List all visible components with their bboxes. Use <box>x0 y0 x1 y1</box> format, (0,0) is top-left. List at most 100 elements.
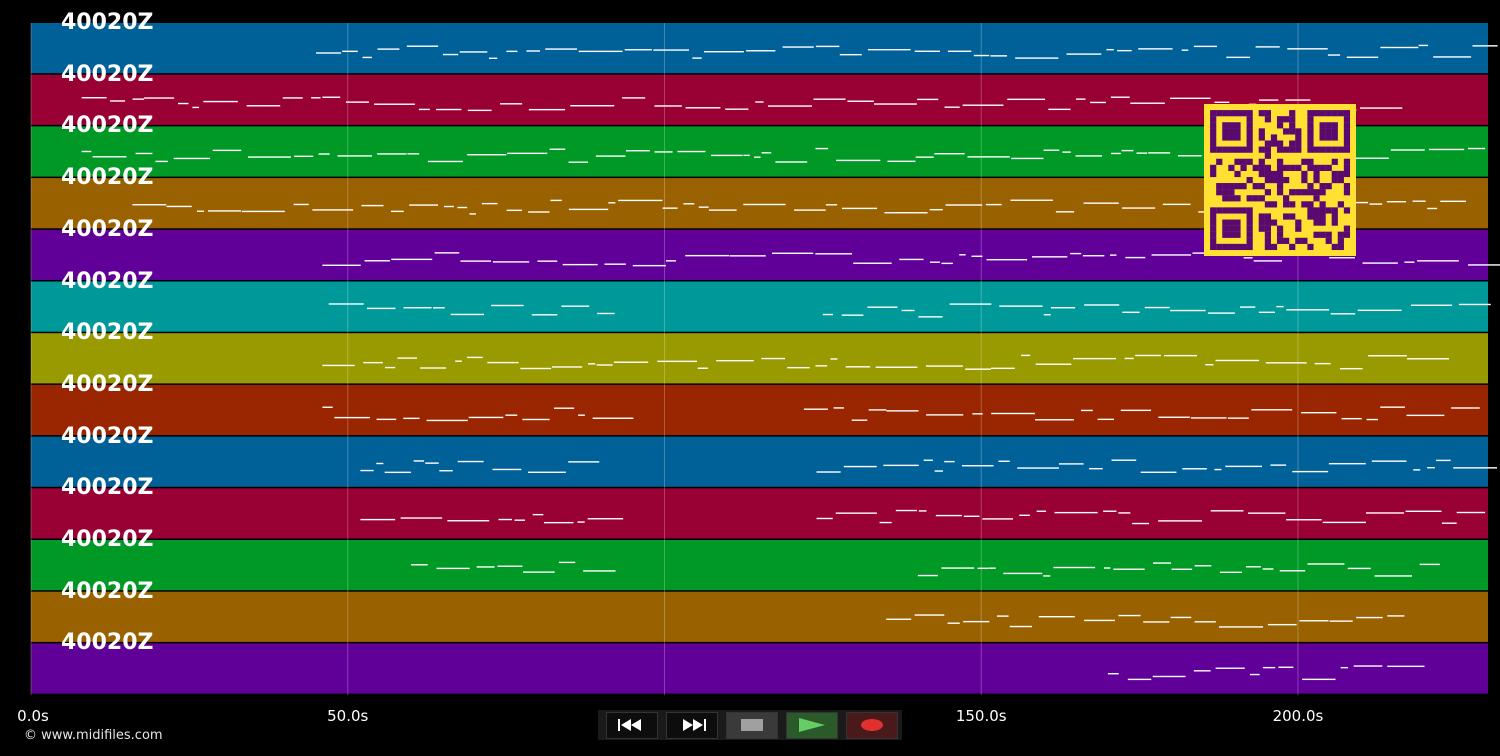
track-label: 40020Z <box>61 10 154 35</box>
note <box>1368 355 1407 357</box>
note <box>1412 200 1426 202</box>
note <box>322 264 361 266</box>
note <box>947 622 960 624</box>
note <box>925 365 963 367</box>
note <box>835 512 877 514</box>
note <box>1366 418 1378 421</box>
note <box>1267 623 1297 626</box>
note <box>1010 199 1053 201</box>
note <box>1127 678 1152 681</box>
note <box>558 561 576 564</box>
note <box>364 260 390 262</box>
note <box>1132 522 1150 525</box>
note <box>657 360 698 363</box>
note <box>532 513 544 516</box>
note <box>918 316 943 318</box>
note <box>1404 261 1415 263</box>
note <box>923 459 933 461</box>
track-lane <box>31 643 1488 694</box>
note <box>1107 673 1119 675</box>
note <box>816 471 841 473</box>
note <box>1170 309 1206 312</box>
note <box>787 366 810 369</box>
note <box>1265 362 1307 364</box>
note <box>316 52 342 54</box>
note <box>466 356 483 359</box>
note <box>578 50 623 53</box>
rewind-button[interactable] <box>606 711 658 739</box>
note <box>1084 304 1120 306</box>
note <box>1059 463 1084 465</box>
time-tick-label: 200.0s <box>1272 707 1324 725</box>
note <box>1122 311 1140 314</box>
note <box>282 97 303 99</box>
note <box>1328 462 1366 465</box>
note <box>439 470 453 472</box>
note <box>1433 56 1472 58</box>
note <box>990 367 1015 370</box>
note <box>841 207 878 210</box>
note <box>385 366 396 369</box>
note <box>498 518 513 521</box>
note <box>362 56 372 59</box>
note <box>988 567 996 569</box>
play-button[interactable] <box>786 711 838 739</box>
note <box>1468 264 1500 266</box>
track-label: 40020Z <box>61 475 154 501</box>
note <box>568 161 589 163</box>
record-button[interactable] <box>846 711 898 739</box>
note <box>692 57 702 59</box>
note <box>725 108 749 110</box>
note <box>455 360 462 362</box>
note <box>1106 48 1114 51</box>
note <box>81 97 107 99</box>
note <box>768 105 812 107</box>
note <box>755 101 764 103</box>
time-tick-label: 0.0s <box>17 707 49 725</box>
note <box>965 368 991 370</box>
note <box>403 417 420 420</box>
note <box>492 261 530 263</box>
note <box>997 615 1009 617</box>
note <box>1380 406 1405 408</box>
note <box>1009 625 1033 628</box>
note <box>959 254 966 256</box>
note <box>895 509 917 512</box>
note <box>1194 621 1216 623</box>
track-label: 40020Z <box>61 216 154 242</box>
note <box>311 97 321 99</box>
note <box>1249 673 1260 676</box>
fast-forward-button[interactable] <box>666 711 718 739</box>
note <box>322 406 333 408</box>
note <box>708 209 737 211</box>
note <box>1043 575 1051 577</box>
note <box>813 98 846 100</box>
note <box>1171 568 1193 570</box>
note <box>491 304 524 307</box>
note <box>1215 667 1245 669</box>
note <box>1152 675 1186 678</box>
fast-forward-icon <box>683 719 706 731</box>
note <box>469 213 476 215</box>
note <box>963 620 990 623</box>
note <box>1117 49 1132 52</box>
note <box>761 152 772 154</box>
note <box>1307 563 1345 565</box>
note <box>1121 149 1134 152</box>
note <box>883 464 919 467</box>
record-icon <box>861 719 883 731</box>
note <box>1190 417 1227 419</box>
note <box>1081 409 1093 412</box>
note <box>985 203 1002 206</box>
note <box>945 204 983 206</box>
note <box>947 50 972 52</box>
note <box>436 108 462 111</box>
note <box>761 357 786 360</box>
note <box>1258 99 1279 101</box>
stop-button[interactable] <box>726 711 778 739</box>
note <box>1279 570 1306 572</box>
note <box>782 46 814 48</box>
note <box>703 51 744 53</box>
note <box>1240 306 1256 308</box>
note <box>1043 314 1051 316</box>
